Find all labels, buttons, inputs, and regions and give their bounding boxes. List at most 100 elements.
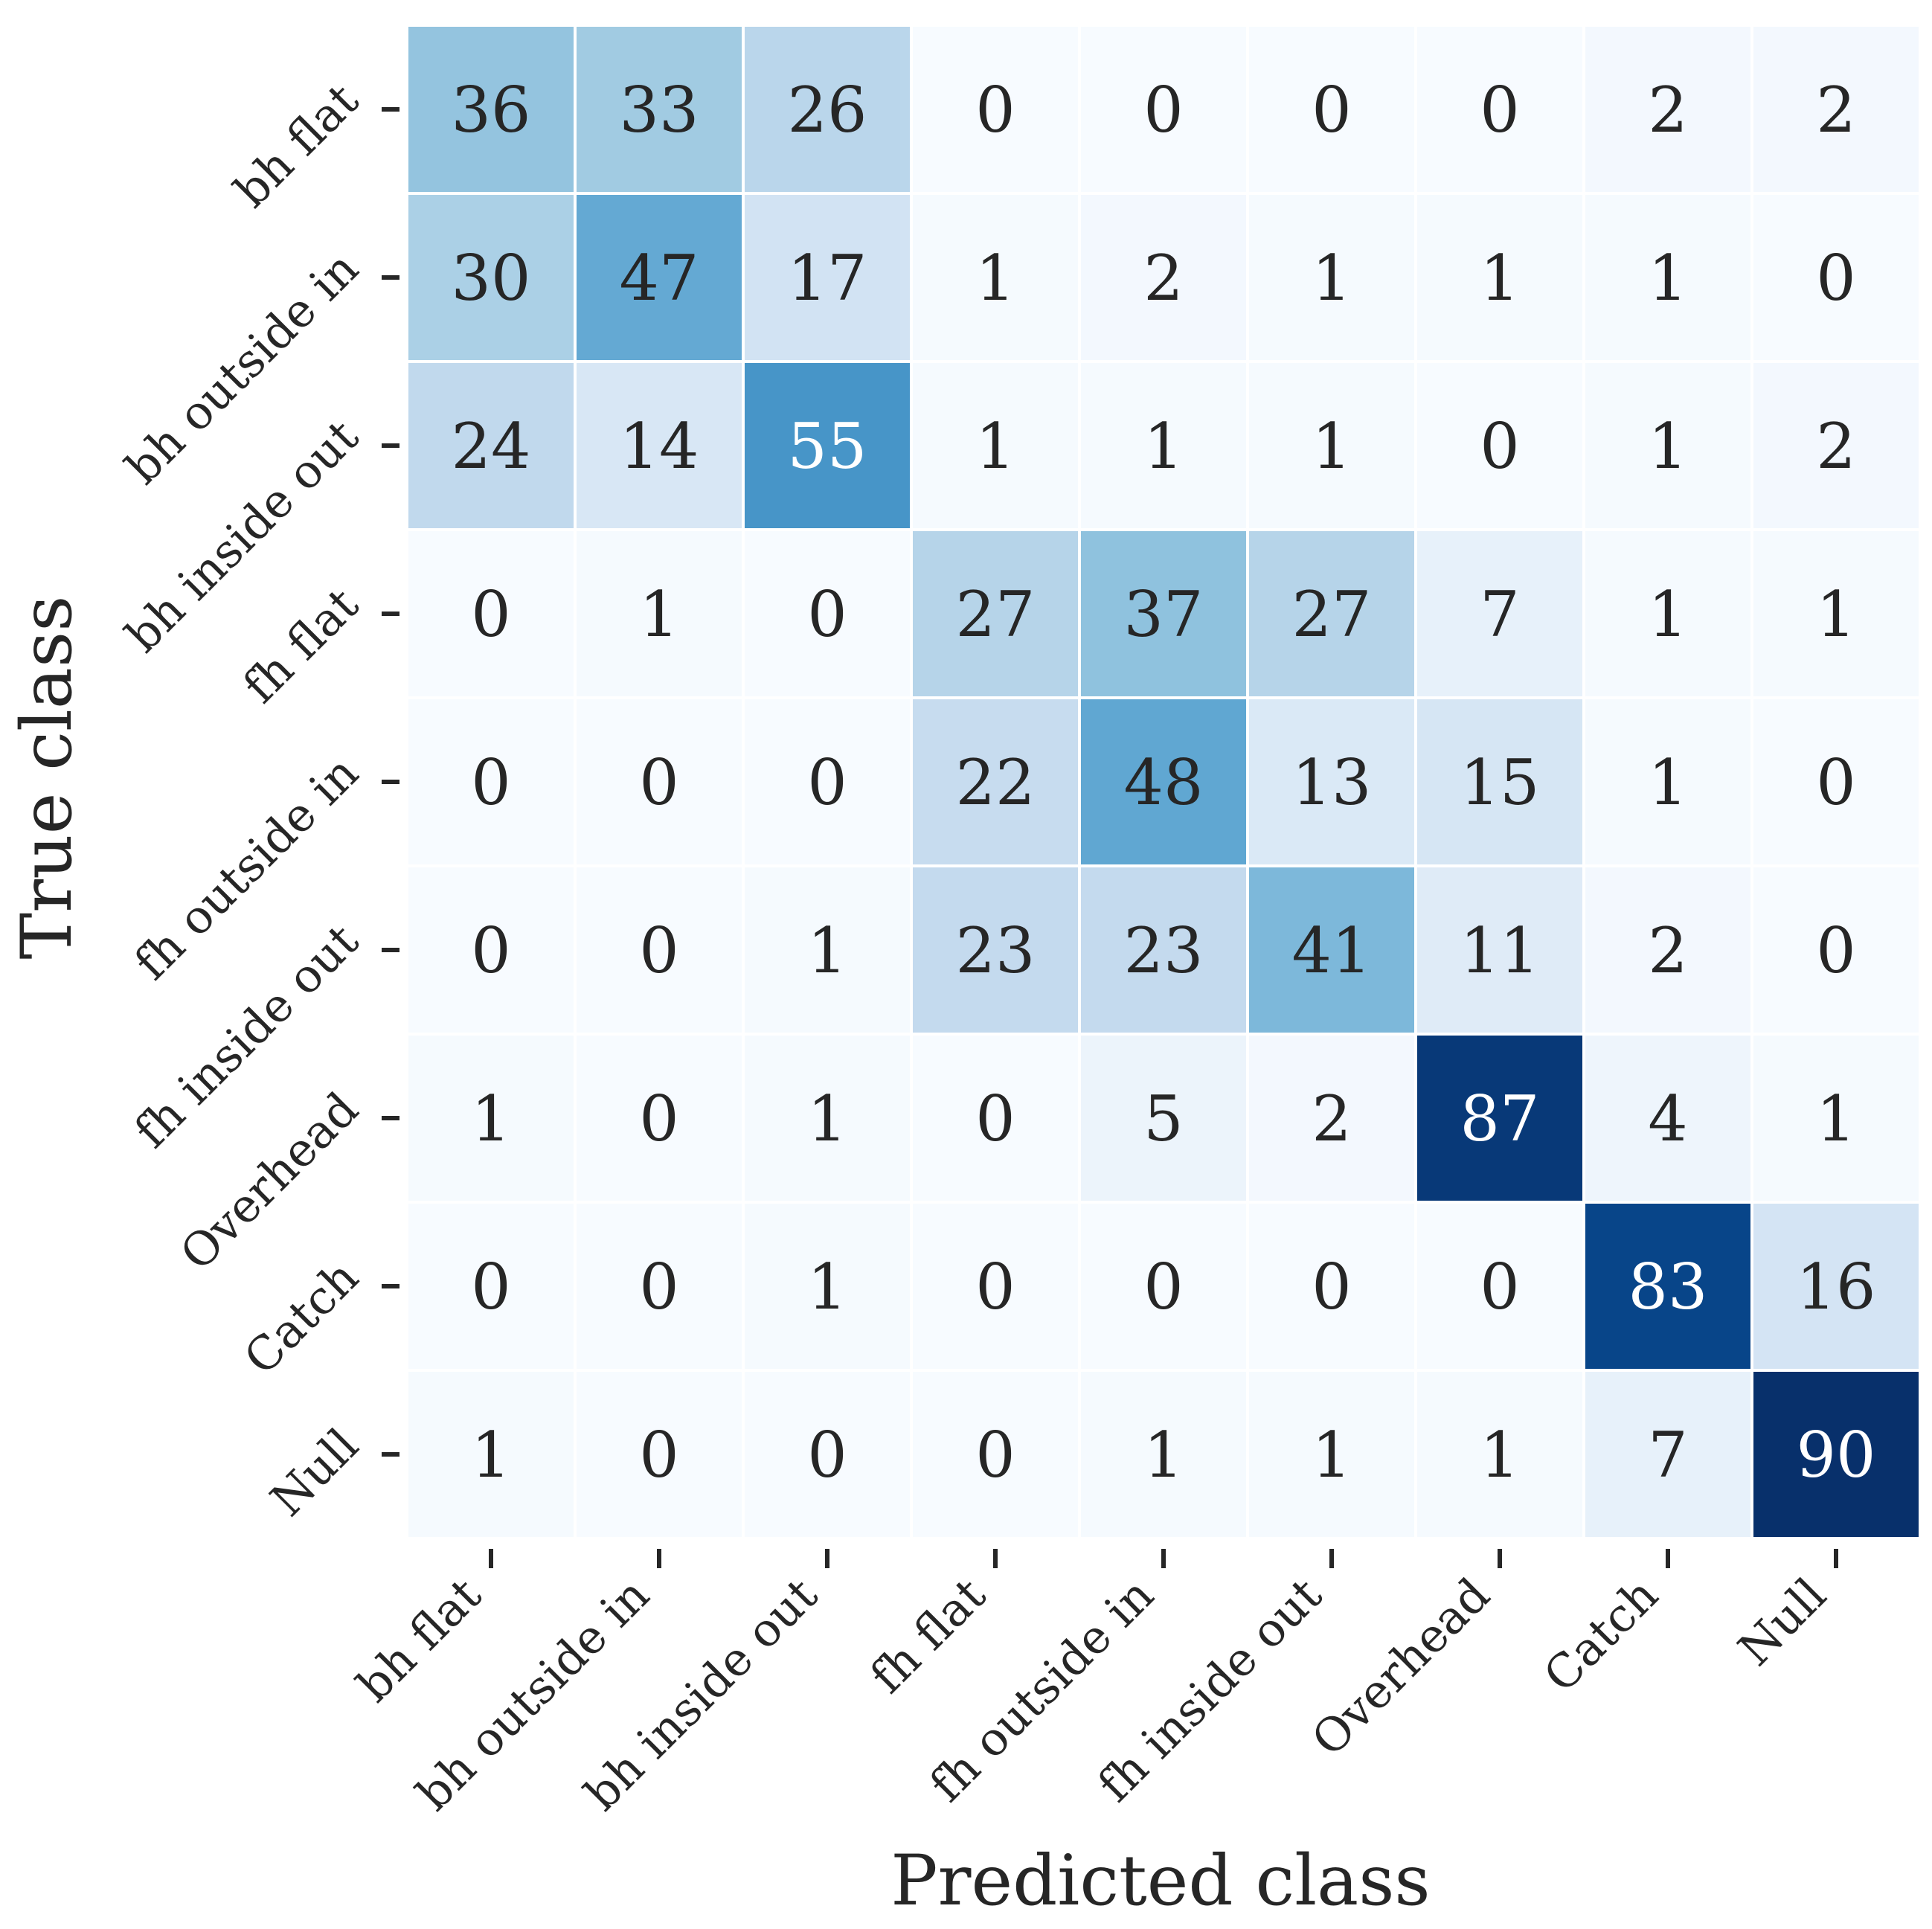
heatmap-cell-r1-c7 (1582, 192, 1753, 363)
cell-value-r8-c8: 90 (1797, 1419, 1876, 1492)
cell-value-r2-c7: 1 (1648, 410, 1687, 483)
heatmap-cell-r1-c8 (1750, 192, 1922, 363)
cell-value-r5-c2: 1 (807, 914, 847, 987)
cell-value-r8-c1: 0 (639, 1419, 678, 1492)
cell-value-r1-c8: 0 (1816, 242, 1855, 315)
cell-value-r1-c3: 1 (975, 242, 1015, 315)
heatmap-cell-r5-c4 (1078, 864, 1249, 1036)
cell-value-r7-c2: 1 (807, 1251, 847, 1323)
cell-value-r6-c5: 2 (1312, 1082, 1351, 1155)
cell-value-r3-c4: 37 (1124, 578, 1204, 651)
heatmap-cell-r7-c3 (910, 1201, 1081, 1372)
cell-value-r1-c1: 47 (620, 242, 699, 315)
cell-value-r4-c3: 22 (956, 746, 1036, 819)
y-axis-label: True class (7, 596, 88, 960)
cell-value-r4-c8: 0 (1816, 746, 1855, 819)
heatmap-cell-r5-c0 (405, 864, 577, 1036)
heatmap-cell-r1-c4 (1078, 192, 1249, 363)
cell-value-r6-c1: 0 (639, 1082, 678, 1155)
cell-value-r0-c1: 33 (620, 74, 699, 147)
heatmap-cell-r2-c6 (1414, 360, 1585, 531)
heatmap-cell-r8-c0 (405, 1369, 577, 1540)
cell-value-r1-c0: 30 (452, 242, 531, 315)
cell-value-r5-c7: 2 (1648, 914, 1687, 987)
cell-value-r0-c7: 2 (1648, 74, 1687, 147)
cell-value-r6-c0: 1 (471, 1082, 510, 1155)
cell-value-r2-c1: 14 (620, 410, 699, 483)
heatmap-cell-r8-c5 (1246, 1369, 1417, 1540)
cell-value-r5-c4: 23 (1124, 914, 1204, 987)
cell-value-r6-c8: 1 (1816, 1082, 1855, 1155)
cell-value-r7-c4: 0 (1143, 1251, 1183, 1323)
heatmap-cell-r8-c6 (1414, 1369, 1585, 1540)
cell-value-r8-c4: 1 (1143, 1419, 1183, 1492)
heatmap-cell-r2-c8 (1750, 360, 1922, 531)
cell-value-r3-c1: 1 (639, 578, 678, 651)
heatmap-cell-r7-c0 (405, 1201, 577, 1372)
heatmap-cell-r2-c3 (910, 360, 1081, 531)
cell-value-r6-c4: 5 (1143, 1082, 1183, 1155)
heatmap-cell-r4-c5 (1246, 696, 1417, 867)
x-tick-label-3: fh flat (860, 1567, 996, 1704)
heatmap-cell-r4-c2 (742, 696, 913, 867)
x-axis-label: Predicted class (890, 1840, 1430, 1922)
heatmap-cell-r6-c0 (405, 1033, 577, 1204)
cell-value-r3-c3: 27 (956, 578, 1036, 651)
y-tick-label-0: bh flat (224, 73, 369, 218)
heatmap-cell-r8-c2 (742, 1369, 913, 1540)
heatmap-cell-r3-c8 (1750, 528, 1922, 699)
heatmap-cell-r8-c3 (910, 1369, 1081, 1540)
heatmap-cell-r1-c2 (742, 192, 913, 363)
cell-value-r8-c6: 1 (1480, 1419, 1519, 1492)
heatmap-cell-r3-c1 (574, 528, 745, 699)
cell-value-r3-c2: 0 (807, 578, 847, 651)
cell-value-r7-c7: 83 (1628, 1251, 1708, 1323)
heatmap-cell-r4-c3 (910, 696, 1081, 867)
cell-value-r1-c7: 1 (1648, 242, 1687, 315)
cell-value-r2-c4: 1 (1143, 410, 1183, 483)
cell-value-r3-c0: 0 (471, 578, 510, 651)
heatmap-cell-r8-c8 (1750, 1369, 1922, 1540)
heatmap-cell-r1-c6 (1414, 192, 1585, 363)
cell-value-r7-c1: 0 (639, 1251, 678, 1323)
cell-value-r2-c0: 24 (452, 410, 531, 483)
heatmap-cell-r5-c3 (910, 864, 1081, 1036)
cell-value-r1-c2: 17 (788, 242, 867, 315)
cell-value-r3-c5: 27 (1292, 578, 1372, 651)
cell-value-r5-c6: 11 (1460, 914, 1540, 987)
heatmap-cell-r1-c0 (405, 192, 577, 363)
heatmap-cell-r0-c0 (405, 24, 577, 195)
cell-value-r1-c4: 2 (1143, 242, 1183, 315)
heatmap-cell-r2-c2 (742, 360, 913, 531)
cell-value-r4-c6: 15 (1460, 746, 1540, 819)
cell-value-r6-c2: 1 (807, 1082, 847, 1155)
heatmap-cell-r8-c1 (574, 1369, 745, 1540)
heatmap-cell-r4-c6 (1414, 696, 1585, 867)
cell-value-r0-c0: 36 (452, 74, 531, 147)
heatmap-cell-r6-c1 (574, 1033, 745, 1204)
cell-value-r0-c4: 0 (1143, 74, 1183, 147)
cell-value-r5-c5: 41 (1292, 914, 1372, 987)
heatmap-cell-r7-c4 (1078, 1201, 1249, 1372)
cell-value-r0-c8: 2 (1816, 74, 1855, 147)
cell-value-r0-c5: 0 (1312, 74, 1351, 147)
cell-value-r7-c6: 0 (1480, 1251, 1519, 1323)
heatmap-cells: 36 33 26 0 0 0 0 2 230 47 17 1 2 1 1 1 024 14 55 1 1 1 0 1 20 1 0 2… (405, 24, 1922, 1540)
cell-value-r4-c0: 0 (471, 746, 510, 819)
heatmap-cell-r5-c8 (1750, 864, 1922, 1036)
x-tick-label-8: Null (1727, 1567, 1836, 1676)
cell-value-r2-c8: 2 (1816, 410, 1855, 483)
cell-value-r4-c2: 0 (807, 746, 847, 819)
cell-value-r7-c5: 0 (1312, 1251, 1351, 1323)
x-tick-label-7: Catch (1533, 1567, 1669, 1703)
cell-value-r3-c8: 1 (1816, 578, 1855, 651)
x-tick-label-0: bh flat (347, 1567, 492, 1713)
x-tick-label-6: Overhead (1301, 1567, 1501, 1767)
heatmap-cell-r7-c6 (1414, 1201, 1585, 1372)
cell-value-r7-c3: 0 (975, 1251, 1015, 1323)
cell-value-r1-c6: 1 (1480, 242, 1519, 315)
cell-value-r4-c1: 0 (639, 746, 678, 819)
heatmap-cell-r7-c2 (742, 1201, 913, 1372)
